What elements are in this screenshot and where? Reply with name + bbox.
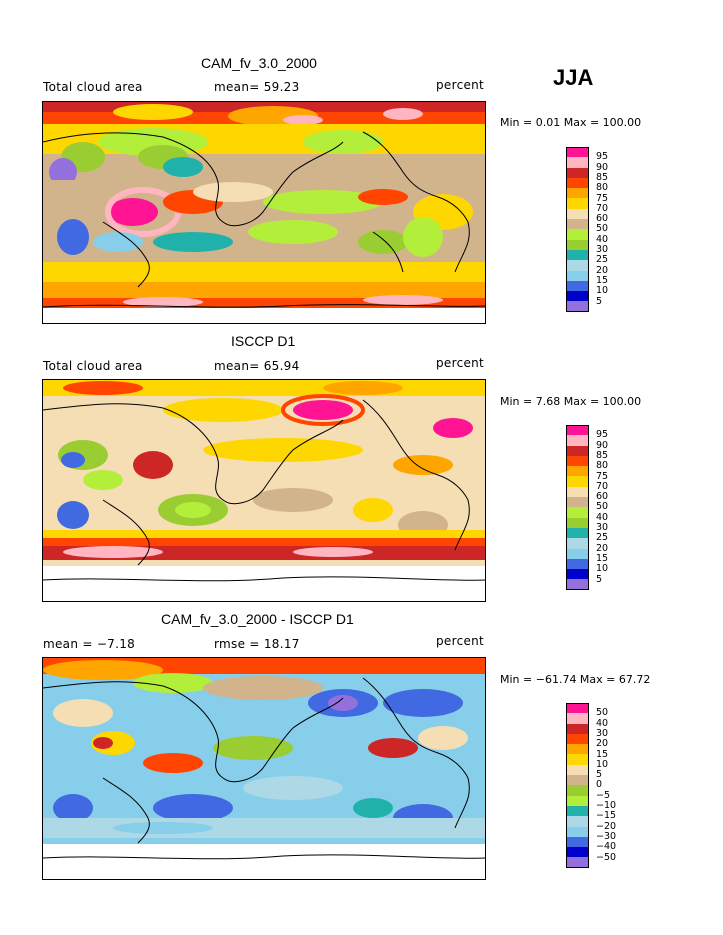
colorbar-level-label: −15	[596, 810, 617, 822]
colorbar-level-label: 40	[596, 511, 609, 523]
panel1-colorbar	[566, 147, 589, 312]
colorbar-level-label: 40	[596, 233, 609, 245]
colorbar-level-label: 85	[596, 449, 609, 461]
colorbar-level-label: 50	[596, 707, 609, 719]
colorbar-level-label: 80	[596, 460, 609, 472]
colorbar-level-label: 20	[596, 264, 609, 276]
colorbar-level-label: 30	[596, 244, 609, 255]
panel2-title: ISCCP D1	[231, 333, 296, 349]
panel2-variable-label: Total cloud area	[43, 359, 143, 373]
colorbar-level-label: 20	[596, 542, 609, 554]
panel1-map-field	[43, 102, 485, 323]
panel3-mean-label: mean = −7.18	[43, 637, 136, 651]
colorbar-level-label: 0	[596, 779, 603, 791]
colorbar-level-label: 50	[596, 223, 609, 235]
panel2-minmax: Min = 7.68 Max = 100.00	[500, 395, 642, 408]
panel1-mean-label: mean= 59.23	[214, 80, 300, 94]
colorbar-level-label: 10	[596, 758, 609, 770]
colorbar-level-label: −40	[596, 841, 617, 853]
panel1-title: CAM_fv_3.0_2000	[201, 55, 317, 71]
colorbar-level-label: 85	[596, 171, 609, 183]
panel3-map	[42, 657, 486, 880]
colorbar-level-label: 60	[596, 213, 609, 225]
colorbar-level-label: 5	[596, 573, 603, 585]
colorbar-level-label: −30	[596, 830, 617, 842]
panel2-colorbar	[566, 425, 589, 590]
colorbar-level-label: 25	[596, 532, 609, 544]
colorbar-level-label: 75	[596, 470, 609, 482]
colorbar-level-label: 40	[596, 717, 609, 729]
panel2-map-field	[43, 380, 485, 601]
panel2-mean-label: mean= 65.94	[214, 359, 300, 373]
season-label: JJA	[553, 65, 594, 90]
panel1-variable-label: Total cloud area	[43, 80, 143, 94]
colorbar-level-label: 25	[596, 254, 609, 266]
colorbar-level-label: 15	[596, 552, 609, 564]
panel3-units-label: percent	[436, 634, 485, 648]
colorbar-level-label: 15	[596, 274, 609, 286]
colorbar-level-label: 80	[596, 182, 609, 194]
colorbar-level-label: 95	[596, 429, 609, 441]
panel3-colorbar	[566, 703, 589, 868]
panel3-rmse-label: rmse = 18.17	[214, 637, 300, 651]
colorbar-level-label: −10	[596, 800, 617, 811]
colorbar-level-label: 70	[596, 480, 609, 492]
colorbar-level-label: 10	[596, 563, 609, 575]
panel3-title: CAM_fv_3.0_2000 - ISCCP D1	[161, 611, 354, 627]
colorbar-level-label: 10	[596, 285, 609, 297]
colorbar-level-label: −50	[596, 851, 617, 863]
colorbar-level-label: 5	[596, 769, 603, 781]
panel1-map	[42, 101, 486, 324]
colorbar-level-label: 5	[596, 295, 603, 307]
colorbar-level-label: 30	[596, 727, 609, 739]
colorbar-level-label: 90	[596, 161, 609, 173]
panel1-units-label: percent	[436, 78, 485, 92]
colorbar-level-label: 95	[596, 151, 609, 163]
panel2-units-label: percent	[436, 356, 485, 370]
panel3-minmax: Min = −61.74 Max = 67.72	[500, 673, 651, 686]
colorbar-level-label: 70	[596, 202, 609, 214]
colorbar-level-label: −5	[596, 789, 611, 801]
colorbar-level-label: 90	[596, 439, 609, 451]
panel1-minmax: Min = 0.01 Max = 100.00	[500, 116, 642, 129]
colorbar-level-label: 30	[596, 522, 609, 533]
colorbar-level-label: 50	[596, 501, 609, 513]
colorbar-level-label: 20	[596, 738, 609, 750]
colorbar-level-label: 75	[596, 192, 609, 204]
colorbar-level-label: −20	[596, 820, 617, 832]
panel3-map-field	[43, 658, 485, 879]
colorbar-level-label: 15	[596, 748, 609, 760]
panel2-map	[42, 379, 486, 602]
colorbar-level-label: 60	[596, 491, 609, 503]
